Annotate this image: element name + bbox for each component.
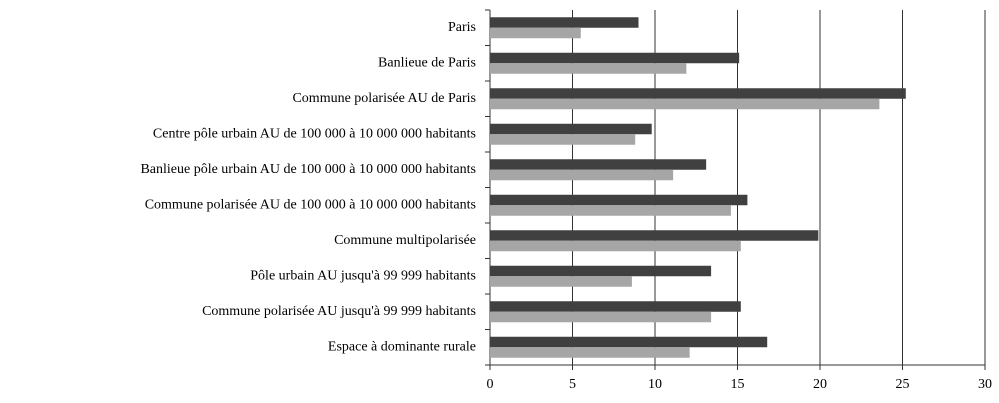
y-tick-label: Commune multipolarisée (334, 233, 476, 248)
y-tick-label: Centre pôle urbain AU de 100 000 à 10 00… (153, 126, 476, 141)
y-tick-label: Espace à dominante rurale (328, 339, 476, 354)
y-tick-label: Commune polarisée AU de Paris (292, 91, 476, 106)
bar (490, 240, 741, 252)
bar (490, 265, 712, 277)
bar (490, 52, 740, 64)
y-tick-label: Commune polarisée AU de 100 000 à 10 000… (145, 197, 476, 212)
x-tick-label: 5 (569, 377, 576, 392)
bar (490, 169, 674, 181)
bar (490, 347, 690, 358)
x-tick-label: 15 (731, 377, 745, 392)
bar (490, 17, 639, 28)
bar (490, 123, 652, 135)
y-tick-label: Pôle urbain AU jusqu'à 99 999 habitants (250, 268, 476, 283)
bar (490, 134, 636, 145)
bar (490, 159, 707, 170)
y-tick-label: Commune polarisée AU jusqu'à 99 999 habi… (202, 304, 476, 319)
bar (490, 27, 581, 39)
bar (490, 98, 880, 110)
x-tick-label: 0 (487, 377, 494, 392)
bar (490, 336, 768, 348)
bar (490, 194, 748, 206)
bar (490, 301, 741, 312)
x-tick-label: 10 (648, 377, 662, 392)
y-tick-label: Banlieue de Paris (378, 55, 476, 70)
bar (490, 276, 632, 287)
bar (490, 311, 712, 323)
x-tick-label: 25 (896, 377, 910, 392)
bar (490, 88, 906, 99)
x-tick-label: 30 (978, 377, 992, 392)
x-tick-label: 20 (813, 377, 827, 392)
y-tick-label: Paris (448, 20, 476, 35)
y-tick-label: Banlieue pôle urbain AU de 100 000 à 10 … (140, 162, 476, 177)
bar (490, 230, 819, 241)
bar (490, 205, 731, 216)
bar (490, 63, 687, 74)
